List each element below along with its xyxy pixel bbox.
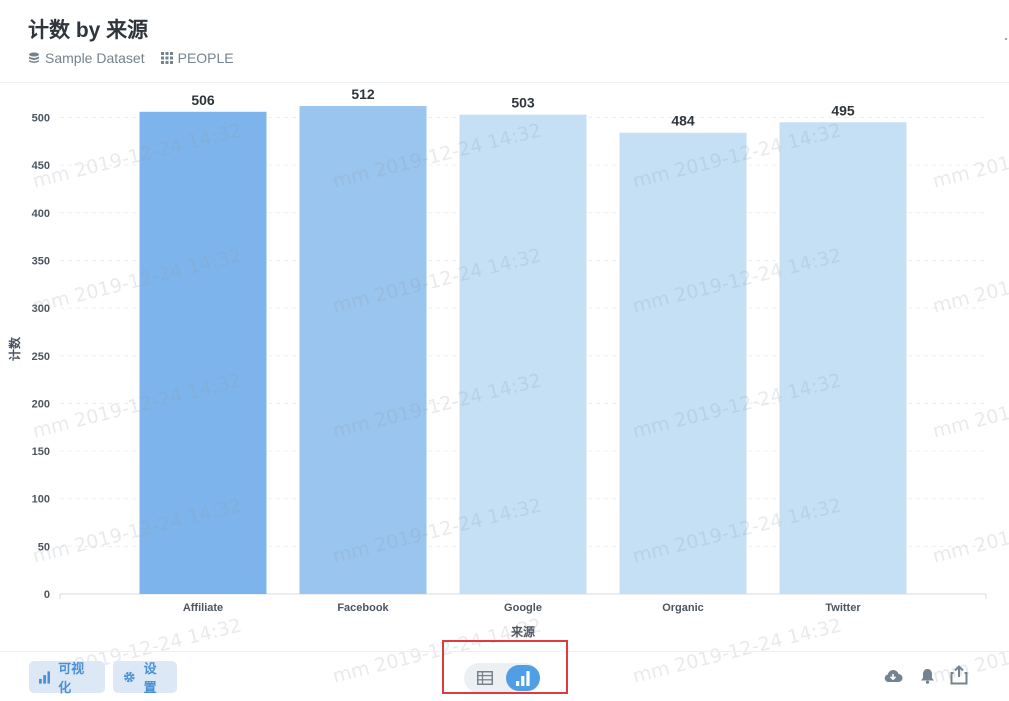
x-tick-label: Google — [504, 602, 542, 614]
bar-chart-icon — [39, 670, 51, 684]
y-tick-label: 250 — [32, 351, 50, 363]
bar-value-label: 484 — [671, 113, 695, 129]
breadcrumb: Sample Dataset PEOPLE — [28, 50, 234, 66]
breadcrumb-table[interactable]: PEOPLE — [160, 50, 234, 66]
bar-value-label: 512 — [351, 86, 375, 102]
x-tick-label: Twitter — [825, 602, 861, 614]
bar-google — [459, 114, 587, 595]
bar-value-label: 495 — [831, 102, 855, 118]
y-tick-label: 200 — [32, 398, 50, 410]
view-toggle — [464, 663, 540, 693]
breadcrumb-table-label: PEOPLE — [177, 50, 234, 66]
bar-twitter — [779, 122, 907, 594]
table-view-toggle[interactable] — [468, 665, 503, 691]
header-divider — [0, 82, 1009, 83]
settings-button[interactable]: 设置 — [113, 661, 177, 695]
table-icon — [477, 671, 494, 685]
bar-affiliate — [139, 111, 267, 595]
footer-bar: 可视化 设置 — [0, 651, 1009, 701]
y-tick-label: 150 — [32, 446, 50, 458]
decorative-dot — [1005, 38, 1007, 40]
x-tick-label: Affiliate — [183, 602, 223, 614]
y-axis-title: 计数 — [7, 336, 22, 361]
question-header: 计数 by 来源 Sample Dataset PEOPLE — [0, 0, 1009, 82]
page-title: 计数 by 来源 — [28, 19, 149, 42]
y-tick-label: 350 — [32, 255, 50, 267]
settings-label: 设置 — [143, 661, 157, 695]
x-axis-title: 来源 — [510, 624, 535, 639]
bar-facebook — [299, 106, 427, 594]
bar-chart-icon — [515, 670, 530, 686]
bar-organic — [619, 132, 747, 595]
table-grid-icon — [160, 52, 173, 64]
visualize-label: 可视化 — [58, 661, 85, 695]
database-icon — [29, 52, 39, 63]
chart-area: 0 50 100 150 200 250 300 350 400 450 500 506 Affilia… — [0, 83, 1009, 651]
x-tick-label: Facebook — [337, 602, 389, 614]
visualize-button[interactable]: 可视化 — [29, 661, 105, 695]
y-tick-label: 0 — [44, 589, 50, 601]
bar-value-label: 503 — [511, 95, 535, 111]
bar-chart: 0 50 100 150 200 250 300 350 400 450 500 506 Affilia… — [7, 86, 987, 639]
chart-view-toggle[interactable] — [505, 665, 540, 691]
bell-icon[interactable] — [920, 668, 935, 684]
y-tick-label: 100 — [32, 494, 50, 506]
y-tick-label: 450 — [32, 160, 50, 172]
y-tick-label: 500 — [32, 113, 50, 125]
download-cloud-icon[interactable] — [883, 668, 903, 684]
y-tick-label: 400 — [32, 208, 50, 220]
y-tick-label: 300 — [32, 303, 50, 315]
breadcrumb-dataset-label: Sample Dataset — [45, 50, 145, 66]
bar-value-label: 506 — [191, 92, 215, 108]
gear-icon — [123, 671, 135, 683]
breadcrumb-dataset[interactable]: Sample Dataset — [28, 50, 145, 66]
x-tick-label: Organic — [662, 602, 704, 614]
selection-highlight — [442, 640, 568, 694]
y-tick-label: 50 — [38, 541, 50, 553]
share-icon[interactable] — [950, 665, 968, 685]
